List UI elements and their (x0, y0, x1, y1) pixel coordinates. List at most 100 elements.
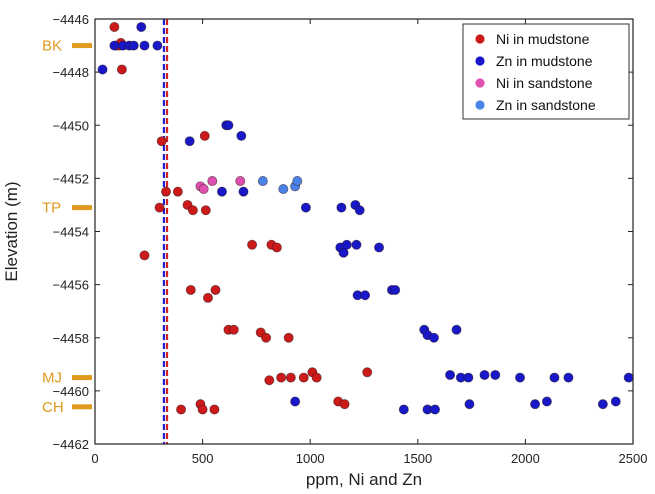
data-point (210, 284, 221, 295)
data-point (430, 404, 441, 415)
data-point (336, 202, 347, 213)
data-point (351, 239, 362, 250)
data-point (292, 176, 303, 187)
elevation-marker-bar (72, 205, 92, 211)
data-point (515, 372, 526, 383)
data-point (445, 369, 456, 380)
data-point (200, 205, 211, 216)
threshold-lines (162, 19, 169, 444)
elevation-marker-label: CH (42, 399, 64, 416)
legend-swatch (475, 56, 485, 66)
data-point (623, 372, 634, 383)
data-point (257, 176, 268, 187)
data-point (354, 205, 365, 216)
x-tick-label: 1500 (403, 451, 432, 466)
data-point (597, 399, 608, 410)
data-point (390, 284, 401, 295)
data-point (490, 369, 501, 380)
data-point (223, 120, 234, 131)
data-point (228, 324, 239, 335)
data-point (187, 205, 198, 216)
x-tick-label: 500 (192, 451, 214, 466)
plot-frame (94, 18, 634, 445)
y-tick-label: −4458 (52, 331, 89, 346)
data-point (161, 186, 172, 197)
data-point (464, 399, 475, 410)
elevation-markers: BK TP MJ CH (42, 38, 92, 416)
y-tick-label: −4446 (52, 12, 89, 27)
data-point (264, 375, 275, 386)
data-point (152, 40, 163, 51)
data-point (549, 372, 560, 383)
data-point (198, 183, 209, 194)
elevation-marker-bar (72, 375, 92, 381)
data-points (97, 21, 634, 415)
legend-label: Zn in mudstone (496, 53, 593, 69)
data-point (339, 399, 350, 410)
data-point (300, 202, 311, 213)
legend-swatch (475, 78, 485, 88)
data-point (360, 290, 371, 301)
data-point (216, 186, 227, 197)
data-point (261, 332, 272, 343)
data-point (184, 136, 195, 147)
x-tick-label: 1000 (296, 451, 325, 466)
data-point (290, 396, 301, 407)
data-point (199, 130, 210, 141)
legend-label: Ni in mudstone (496, 31, 590, 47)
data-point (238, 186, 249, 197)
data-point (136, 21, 147, 32)
x-tick-label: 2000 (511, 451, 540, 466)
data-point (128, 40, 139, 51)
data-point (428, 332, 439, 343)
legend-label: Ni in sandstone (496, 75, 593, 91)
data-point (362, 367, 373, 378)
data-point (283, 332, 294, 343)
elevation-marker-bar (72, 43, 92, 49)
y-tick-label: −4450 (52, 118, 89, 133)
y-tick-label: −4452 (52, 171, 89, 186)
data-point (541, 396, 552, 407)
data-point (276, 372, 287, 383)
data-point (610, 396, 621, 407)
data-point (271, 242, 282, 253)
elevation-marker-label: BK (42, 38, 62, 55)
elevation-marker-label: TP (42, 200, 61, 217)
data-point (197, 404, 208, 415)
data-point (530, 399, 541, 410)
data-point (398, 404, 409, 415)
y-axis-title: Elevation (m) (2, 181, 21, 281)
axes-ticks: 0 500 1000 1500 2000 2500 −4446 −4448 −4450 −4452… (52, 12, 647, 466)
y-tick-label: −4456 (52, 278, 89, 293)
elevation-marker-bar (72, 404, 92, 410)
y-tick-label: −4448 (52, 65, 89, 80)
data-point (278, 183, 289, 194)
legend-label: Zn in sandstone (496, 97, 596, 113)
data-point (341, 239, 352, 250)
data-point (185, 284, 196, 295)
data-point (109, 21, 120, 32)
legend: Ni in mudstone Zn in mudstone Ni in sandst… (462, 23, 630, 120)
elevation-marker-label: MJ (42, 370, 62, 387)
data-point (207, 176, 218, 187)
data-point (172, 186, 183, 197)
x-tick-label: 2500 (619, 451, 648, 466)
data-point (97, 64, 108, 75)
data-point (311, 372, 322, 383)
y-tick-label: −4460 (52, 384, 89, 399)
data-point (116, 64, 127, 75)
data-point (298, 372, 309, 383)
data-point (451, 324, 462, 335)
data-point (463, 372, 474, 383)
legend-box (462, 23, 630, 120)
data-point (235, 176, 246, 187)
data-point (563, 372, 574, 383)
data-point (247, 239, 258, 250)
y-tick-label: −4454 (52, 225, 89, 240)
data-point (285, 372, 296, 383)
data-point (139, 250, 150, 261)
data-point (236, 130, 247, 141)
data-point (374, 242, 385, 253)
data-point (209, 404, 220, 415)
legend-swatch (475, 100, 485, 110)
